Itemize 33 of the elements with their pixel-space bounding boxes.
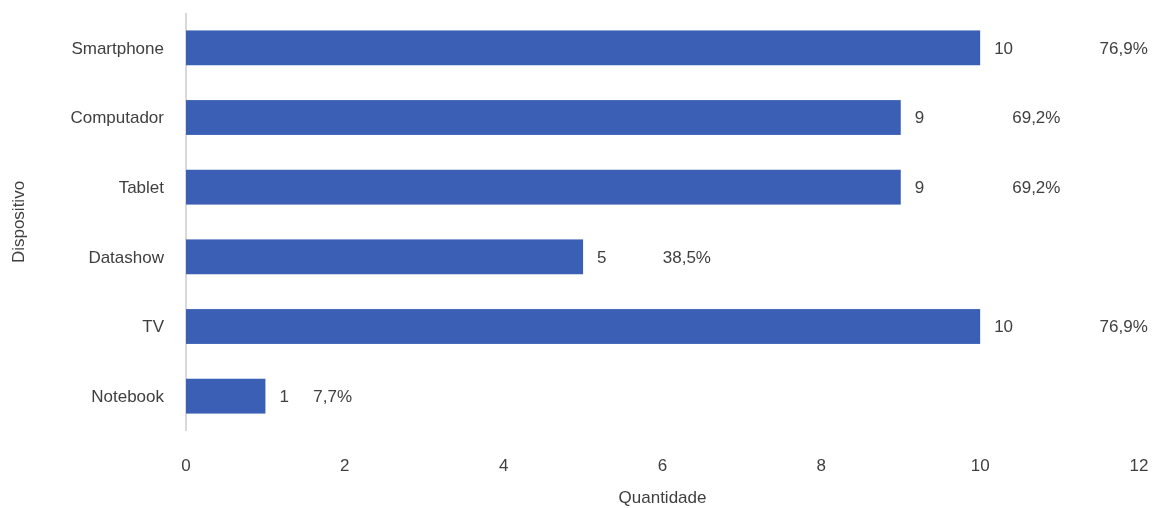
annotation: 69,2% [1012,108,1061,128]
x-tick-label: 2 [340,456,350,475]
annotation: 76,9% [1099,317,1148,337]
bar [186,100,901,135]
y-axis-title: Dispositivo [9,180,28,264]
annotation: 7,7% [313,387,353,407]
x-tick-label: 12 [1129,456,1149,475]
y-tick-label: Tablet [118,178,165,198]
x-tick-label: 4 [498,456,509,475]
data-label: 5 [597,247,607,267]
x-axis-title: Quantidade [618,488,707,507]
x-tick-label: 8 [816,456,827,475]
y-tick-label: Computador [70,108,165,128]
bar [186,378,266,414]
annotation: 69,2% [1012,178,1061,198]
y-tick-label: Notebook [91,387,165,407]
x-tick-label: 10 [970,456,990,475]
bar [186,239,584,275]
annotation: 76,9% [1099,38,1148,58]
x-tick-label: 0 [181,456,191,475]
data-label: 10 [994,38,1014,58]
bar [186,309,981,344]
bar [186,169,901,205]
y-tick-label: Smartphone [71,38,164,58]
annotation: 38,5% [662,247,711,267]
x-tick-label: 6 [657,456,668,475]
data-label: 9 [914,108,925,128]
data-label: 9 [914,178,925,198]
y-tick-label: Datashow [88,247,165,267]
bar [186,30,981,66]
data-label: 1 [279,387,289,407]
y-tick-label: TV [142,317,165,337]
data-label: 10 [994,317,1014,337]
